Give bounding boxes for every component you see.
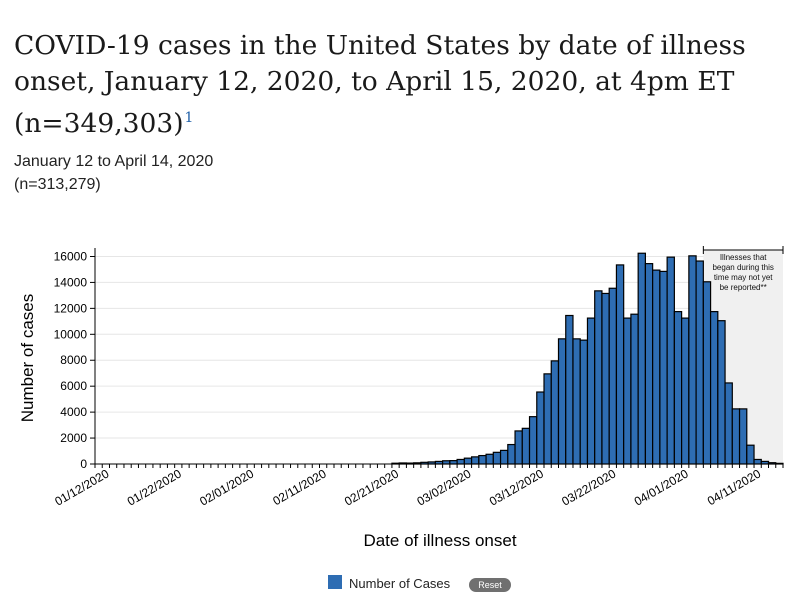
x-tick-label: 02/21/2020	[342, 466, 401, 508]
x-ticks: 01/12/2020 01/22/2020 02/01/2020 02/11/2020…	[52, 464, 784, 509]
bar[interactable]	[637, 252, 647, 465]
bar[interactable]	[623, 317, 632, 465]
x-axis-label: Date of illness onset	[363, 531, 516, 550]
bar[interactable]	[514, 430, 523, 465]
bar[interactable]	[644, 263, 654, 465]
x-tick-label: 01/12/2020	[52, 466, 111, 508]
bar[interactable]	[615, 264, 625, 465]
y-axis-label: Number of cases	[18, 294, 37, 423]
annotation-text-line: Illnesses that	[720, 253, 767, 262]
bar[interactable]	[528, 416, 538, 465]
bar[interactable]	[536, 391, 545, 465]
y-tick-label: 14000	[54, 275, 88, 289]
y-tick-label: 10000	[54, 327, 88, 341]
bar[interactable]	[659, 270, 668, 465]
reset-button[interactable]: Reset	[469, 578, 511, 592]
bar[interactable]	[586, 317, 596, 465]
y-tick-label: 16000	[54, 249, 88, 263]
y-tick-label: 12000	[54, 301, 88, 315]
bar[interactable]	[485, 453, 494, 465]
bar[interactable]	[601, 292, 610, 465]
y-tick-label: 4000	[60, 405, 87, 419]
bar[interactable]	[565, 314, 574, 465]
x-tick-label: 02/01/2020	[197, 466, 256, 508]
bar[interactable]	[738, 408, 748, 465]
bar[interactable]	[717, 320, 726, 465]
bar[interactable]	[746, 444, 755, 465]
y-tick-label: 6000	[60, 379, 87, 393]
bar[interactable]	[731, 408, 741, 465]
axes	[94, 248, 783, 465]
chart-subtitle: January 12 to April 14, 2020 (n=313,279)	[14, 150, 213, 196]
bar[interactable]	[449, 460, 458, 465]
bar[interactable]	[652, 269, 661, 465]
annotation-text-line: be reported**	[720, 283, 767, 292]
bar[interactable]	[594, 290, 603, 465]
x-tick-label: 03/12/2020	[487, 466, 546, 508]
bar[interactable]	[630, 313, 639, 465]
bar[interactable]	[572, 338, 581, 465]
legend[interactable]: Number of Cases	[328, 575, 451, 591]
x-tick-label: 03/02/2020	[414, 466, 473, 508]
bar[interactable]	[673, 311, 683, 465]
y-ticks: 0 2000 4000 6000 8000 10000 12000 14000 16000	[54, 249, 95, 471]
x-tick-label: 01/22/2020	[125, 466, 184, 508]
bar[interactable]	[492, 451, 502, 465]
y-tick-label: 2000	[60, 431, 87, 445]
bar[interactable]	[507, 443, 516, 465]
bar[interactable]	[521, 427, 531, 465]
page-title-text: COVID-19 cases in the United States by d…	[14, 30, 746, 139]
bar[interactable]	[478, 454, 487, 465]
bar[interactable]	[543, 373, 552, 465]
x-tick-label: 02/11/2020	[270, 466, 329, 508]
legend-swatch[interactable]	[328, 575, 342, 589]
bar[interactable]	[463, 457, 473, 465]
bar[interactable]	[702, 281, 712, 465]
footnote-link[interactable]: 1	[184, 110, 194, 126]
bar[interactable]	[608, 287, 618, 465]
reset-button-label[interactable]: Reset	[478, 580, 502, 590]
legend-label[interactable]: Number of Cases	[349, 576, 451, 591]
bar[interactable]	[709, 311, 719, 465]
bar[interactable]	[753, 458, 762, 465]
gridlines	[95, 255, 783, 465]
annotation-text-line: began during this	[712, 263, 773, 272]
bar[interactable]	[579, 339, 589, 465]
annotation-text-line: time may not yet	[714, 273, 773, 282]
bar[interactable]	[456, 458, 465, 465]
y-tick-label: 8000	[60, 353, 87, 367]
bar[interactable]	[499, 449, 509, 465]
subtitle-count: (n=313,279)	[14, 176, 101, 193]
bar[interactable]	[681, 317, 690, 465]
page-title: COVID-19 cases in the United States by d…	[14, 28, 789, 142]
subtitle-date-range: January 12 to April 14, 2020	[14, 153, 214, 170]
x-tick-label: 04/11/2020	[705, 466, 764, 508]
bar[interactable]	[688, 255, 697, 465]
bar[interactable]	[695, 260, 704, 465]
y-tick-label: 0	[80, 457, 87, 471]
bar[interactable]	[724, 382, 733, 465]
bar[interactable]	[557, 338, 567, 465]
x-tick-label: 04/01/2020	[632, 466, 691, 508]
bar[interactable]	[470, 456, 480, 465]
bar[interactable]	[550, 360, 560, 465]
x-tick-label: 03/22/2020	[559, 466, 618, 508]
reset-button-bg[interactable]	[469, 578, 511, 592]
bar[interactable]	[666, 256, 675, 465]
